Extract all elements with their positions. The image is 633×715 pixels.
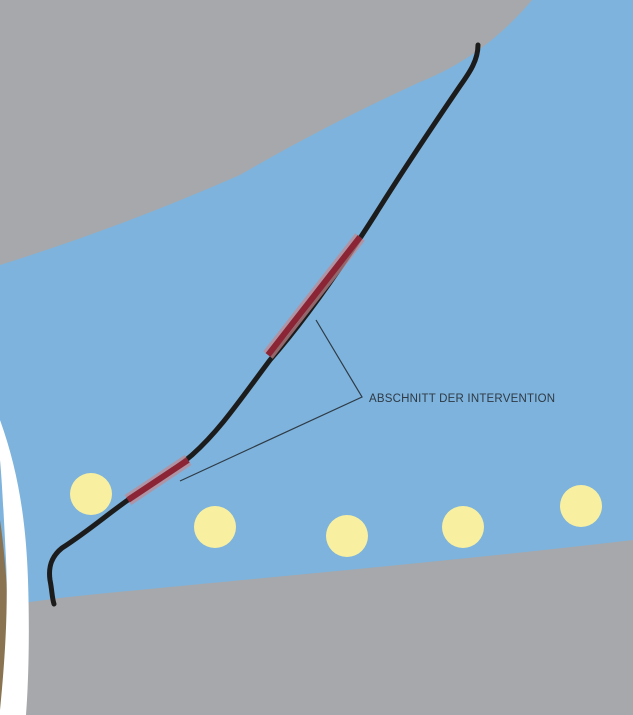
route-line [47, 42, 481, 607]
intervention-segment-2 [126, 457, 190, 503]
land-area-south [0, 540, 633, 715]
marker-5 [560, 485, 602, 527]
land-area-north [0, 0, 532, 265]
marker-2 [194, 506, 236, 548]
annotation-label: ABSCHNITT DER INTERVENTION [369, 393, 555, 405]
intervention-segment-1 [265, 235, 363, 357]
marker-3 [326, 515, 368, 557]
annotation-leader-line [179, 319, 363, 482]
marker-1 [70, 473, 112, 515]
white-curved-border [0, 420, 29, 715]
marker-4 [442, 506, 484, 548]
